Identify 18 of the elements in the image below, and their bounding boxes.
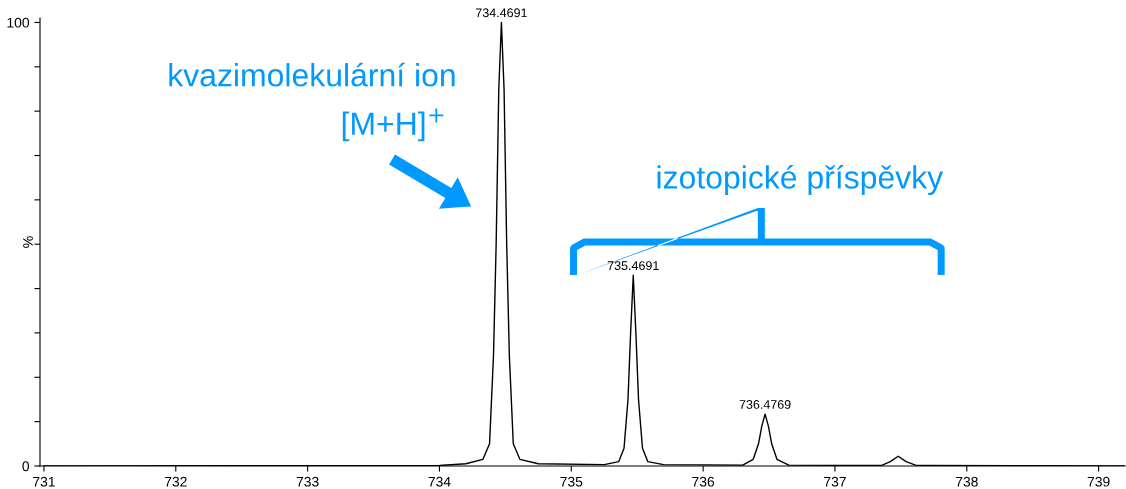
x-tick-label: 735	[560, 476, 583, 487]
y-tick-label: 100	[7, 17, 30, 28]
annotation: [M+H]$^{+}$	[342, 108, 444, 142]
annotation: izotopické příspěvky	[657, 164, 944, 196]
annotation: kvazimolekulární ion	[169, 62, 455, 87]
x-tick-label: 731	[33, 476, 55, 487]
annotation: 735.4691	[607, 261, 659, 271]
x-tick-label: 737	[824, 476, 846, 487]
x-tick-label: 736	[692, 476, 715, 487]
x-tick-label: 734	[428, 476, 451, 487]
x-tick-label: 733	[296, 476, 319, 487]
x-tick-label: 732	[164, 476, 187, 487]
annotation: 736.4769	[739, 400, 791, 409]
y-axis-title: %	[23, 236, 33, 248]
x-tick-label: 739	[1087, 476, 1110, 487]
x-tick-label: 738	[955, 476, 978, 487]
annotation: 734.4691	[476, 8, 527, 18]
y-tick-label: 0	[22, 461, 30, 472]
